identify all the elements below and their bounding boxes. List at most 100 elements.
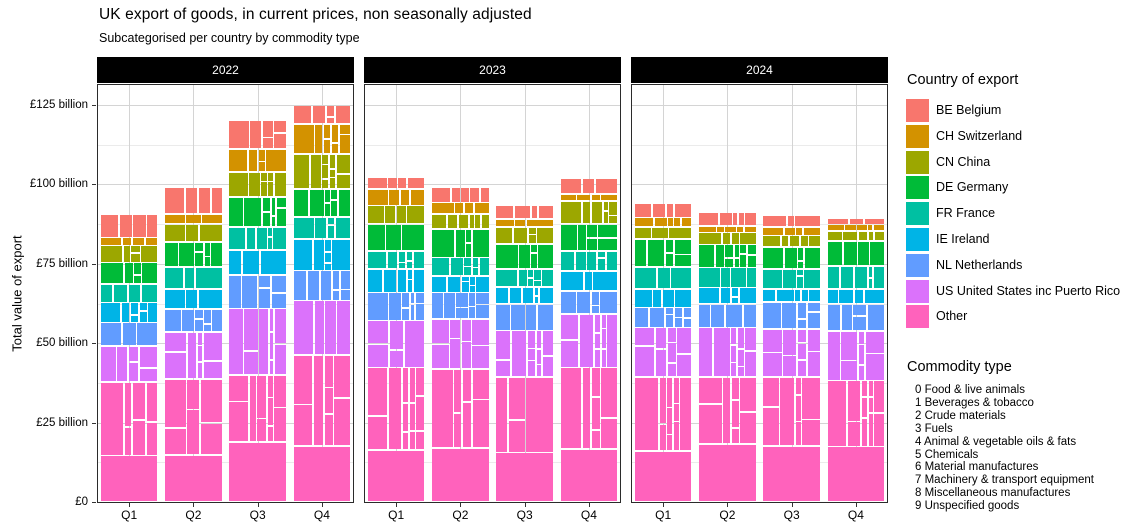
mosaic-cell: [536, 350, 542, 364]
mosaic-cell: [514, 228, 528, 243]
gridline-minor: [98, 224, 353, 226]
mosaic-cell: [432, 229, 455, 257]
mosaic-cell: [798, 248, 804, 260]
mosaic-cell: [229, 309, 243, 375]
mosaic-cell: [416, 396, 425, 430]
mosaic-cell: [293, 301, 314, 355]
mosaic-cell: [496, 244, 518, 269]
mosaic-cell: [526, 377, 553, 452]
mosaic-cell: [315, 217, 327, 238]
mosaic-cell: [461, 342, 471, 369]
mosaic-cell: [148, 303, 158, 322]
mosaic-cell: [745, 351, 756, 377]
mosaic-cell: [212, 309, 222, 332]
mosaic-cell: [322, 154, 329, 164]
commodity-legend-item: 9 Unspecified goods: [915, 500, 1020, 513]
mosaic-cell: [531, 244, 537, 253]
mosaic-cell: [472, 229, 489, 257]
gridline-minor: [365, 224, 620, 226]
mosaic-cell: [841, 361, 858, 380]
mosaic-cell: [267, 426, 273, 442]
mosaic-cell: [246, 227, 255, 250]
mosaic-cell: [293, 106, 312, 124]
mosaic-cell: [367, 224, 385, 250]
mosaic-cell: [472, 346, 489, 369]
mosaic-cell: [276, 209, 286, 227]
mosaic-cell: [327, 217, 335, 225]
mosaic-cell: [597, 251, 606, 258]
mosaic-cell: [165, 214, 185, 223]
x-tick-label: Q1: [388, 508, 405, 522]
mosaic-cell: [601, 195, 618, 201]
mosaic-cell: [538, 244, 553, 269]
mosaic-cell: [763, 228, 784, 235]
mosaic-cell: [100, 383, 123, 455]
mosaic-cell: [656, 328, 667, 349]
mosaic-cell: [600, 291, 618, 314]
gridline-vertical: [396, 85, 398, 501]
mosaic-cell: [128, 363, 138, 382]
gridline-major: [98, 343, 353, 345]
x-tick-mark: [524, 503, 526, 507]
legend-label: CH Switzerland: [936, 128, 1023, 143]
mosaic-cell: [536, 365, 542, 377]
mosaic-cell: [699, 404, 722, 443]
mosaic-cell: [145, 238, 158, 245]
mosaic-cell: [731, 363, 736, 377]
mosaic-cell: [804, 248, 820, 269]
mosaic-cell: [802, 377, 820, 419]
mosaic-cell: [667, 408, 672, 434]
mosaic-cell: [312, 106, 326, 124]
mosaic-cell: [269, 309, 274, 332]
commodity-legend-item: 1 Beverages & tobacco: [915, 396, 1034, 409]
mosaic-cell: [527, 331, 536, 348]
mosaic-cell: [229, 276, 241, 308]
mosaic-cell: [455, 229, 465, 257]
y-tick-label: £25 billion: [36, 416, 88, 429]
mosaic-cell: [479, 258, 489, 276]
mosaic-cell: [763, 446, 820, 502]
mosaic-cell: [229, 402, 249, 442]
mosaic-cell: [337, 301, 351, 355]
mosaic-cell: [100, 214, 119, 237]
mosaic-cell: [462, 402, 472, 448]
mosaic-cell: [367, 206, 384, 224]
mosaic-cell: [367, 189, 388, 205]
mosaic-cell: [367, 293, 388, 320]
mosaic-cell: [293, 239, 312, 270]
mosaic-cell: [444, 293, 455, 319]
mosaic-cell: [179, 243, 194, 267]
mosaic-cell: [789, 236, 800, 247]
mosaic-cell: [717, 226, 724, 232]
mosaic-cell: [470, 286, 475, 292]
mosaic-cell: [783, 269, 796, 289]
mosaic-cell: [474, 203, 489, 214]
mosaic-cell: [874, 413, 885, 446]
mosaic-cell: [740, 233, 756, 244]
mosaic-cell: [560, 201, 581, 224]
mosaic-cell: [388, 368, 402, 449]
y-tick-mark: [92, 105, 96, 106]
mosaic-cell: [259, 288, 271, 308]
mosaic-cell: [795, 396, 801, 421]
mosaic-cell: [407, 177, 425, 189]
mosaic-cell: [268, 237, 272, 250]
commodity-legend-item: 0 Food & live animals: [915, 384, 1025, 396]
mosaic-cell: [476, 276, 489, 292]
mosaic-cell: [480, 188, 489, 202]
mosaic-cell: [841, 304, 852, 330]
mosaic-cell: [542, 331, 553, 356]
x-tick-label: Q1: [121, 508, 138, 522]
mosaic-cell: [804, 269, 820, 289]
mosaic-cell: [402, 224, 425, 250]
mosaic-cell: [335, 217, 351, 238]
mosaic-cell: [699, 377, 722, 404]
mosaic-cell: [720, 288, 731, 304]
mosaic-cell: [763, 289, 776, 302]
mosaic-cell: [367, 344, 389, 367]
mosaic-cell: [582, 179, 594, 194]
mosaic-cell: [416, 368, 425, 396]
mosaic-cell: [400, 189, 410, 205]
mosaic-cell: [593, 271, 618, 290]
